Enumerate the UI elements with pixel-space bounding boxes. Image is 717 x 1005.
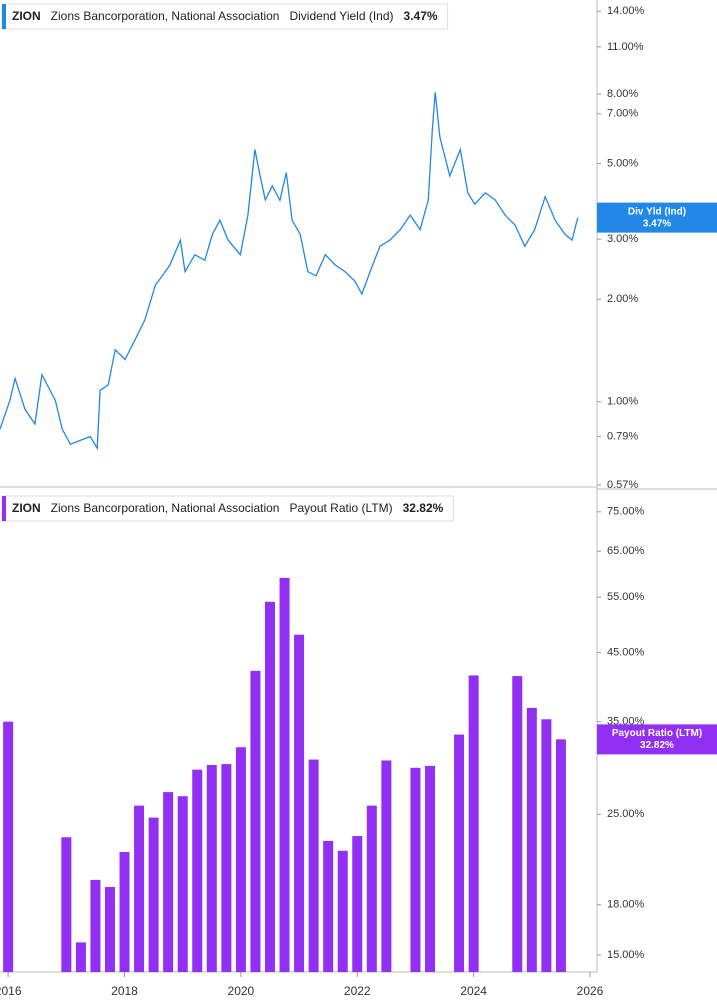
- bar: [264, 601, 275, 972]
- bar: [90, 879, 101, 972]
- legend-value: 3.47%: [404, 9, 438, 23]
- y-tick-label: 8.00%: [607, 88, 638, 100]
- legend-ticker: ZION: [12, 9, 41, 23]
- bar: [337, 850, 348, 972]
- bar: [425, 765, 436, 972]
- y-tick-label: 75.00%: [607, 506, 645, 518]
- bar: [177, 796, 188, 972]
- bar: [104, 886, 115, 972]
- x-tick-label: 2026: [577, 984, 604, 998]
- y-tick-label: 45.00%: [607, 646, 645, 658]
- bar: [541, 719, 552, 972]
- x-tick-label: 2022: [344, 984, 371, 998]
- bar: [454, 734, 465, 972]
- y-tick-label: 14.00%: [607, 5, 645, 17]
- bar: [134, 805, 145, 972]
- legend-series: Dividend Yield (Ind): [289, 9, 393, 23]
- bar: [163, 792, 174, 972]
- legend-ticker: ZION: [12, 501, 41, 515]
- bar: [512, 676, 523, 972]
- y-tick-label: 11.00%: [607, 41, 644, 53]
- bar: [279, 577, 290, 972]
- bar: [308, 759, 319, 972]
- value-tag-value: 3.47%: [643, 218, 671, 229]
- legend-swatch: [2, 4, 6, 29]
- legend-swatch: [2, 496, 6, 521]
- bar: [352, 836, 363, 972]
- bar: [410, 767, 421, 972]
- bar: [323, 840, 334, 972]
- y-tick-label: 55.00%: [607, 591, 645, 603]
- y-tick-label: 2.00%: [607, 293, 638, 305]
- bar: [3, 721, 14, 972]
- value-tag-label: Div Yld (Ind): [628, 206, 686, 217]
- y-tick-label: 15.00%: [607, 949, 645, 961]
- bar: [381, 760, 392, 972]
- legend-value: 32.82%: [403, 501, 444, 515]
- x-tick-label: 2020: [228, 984, 255, 998]
- bar: [294, 634, 305, 972]
- data-line: [0, 92, 579, 451]
- legend-company: Zions Bancorporation, National Associati…: [51, 9, 280, 23]
- value-tag-value: 32.82%: [640, 740, 674, 751]
- x-tick-label: 2018: [111, 984, 138, 998]
- x-tick-label: 2024: [460, 984, 487, 998]
- y-tick-label: 65.00%: [607, 545, 645, 557]
- legend-box: [1, 495, 454, 522]
- y-tick-label: 0.57%: [607, 479, 638, 491]
- bar: [192, 769, 203, 972]
- y-tick-label: 1.00%: [607, 396, 638, 408]
- value-tag: [597, 724, 717, 755]
- bar: [235, 747, 246, 972]
- bar: [206, 765, 217, 972]
- legend-header: ZION Zions Bancorporation, National Assoc…: [1, 495, 454, 522]
- y-tick-label: 25.00%: [607, 808, 645, 820]
- bar: [61, 837, 72, 972]
- bar: [366, 805, 377, 972]
- bar: [250, 670, 261, 972]
- bar: [221, 764, 232, 972]
- y-tick-label: 0.79%: [607, 431, 638, 443]
- value-tag: [597, 202, 717, 233]
- bar: [555, 739, 566, 972]
- y-tick-label: 5.00%: [607, 157, 638, 169]
- value-tag-label: Payout Ratio (LTM): [612, 728, 702, 739]
- bar: [468, 675, 479, 972]
- bar: [148, 817, 159, 972]
- legend-series: Payout Ratio (LTM): [289, 501, 392, 515]
- bar: [75, 942, 86, 972]
- bar: [526, 707, 537, 972]
- legend-box: [1, 3, 449, 30]
- y-tick-label: 7.00%: [607, 108, 638, 120]
- y-tick-label: 18.00%: [607, 899, 645, 911]
- legend-header: ZION Zions Bancorporation, National Assoc…: [1, 3, 449, 30]
- x-tick-label: 2016: [0, 984, 22, 998]
- legend-company: Zions Bancorporation, National Associati…: [51, 501, 280, 515]
- y-tick-label: 3.00%: [607, 233, 638, 245]
- bar: [119, 852, 130, 972]
